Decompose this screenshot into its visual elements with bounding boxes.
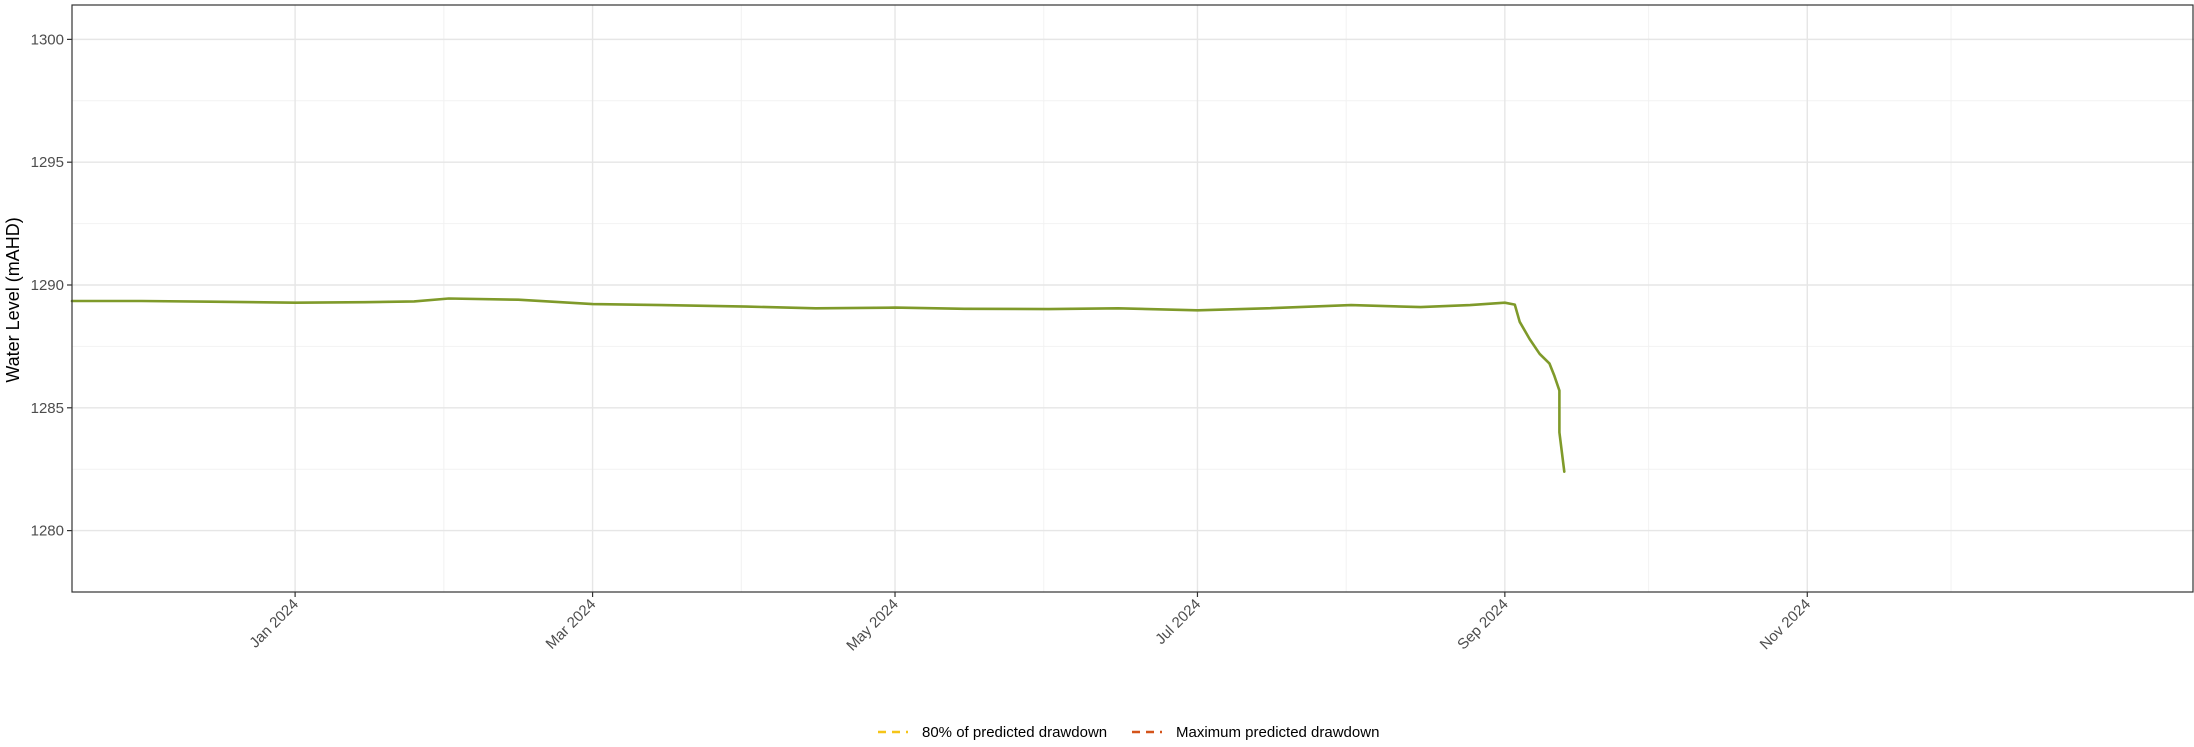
x-tick-label: Jul 2024 [1152, 596, 1204, 648]
y-tick-label: 1300 [31, 31, 64, 48]
x-tick-label: Sep 2024 [1454, 596, 1511, 653]
x-tick-label: Mar 2024 [543, 596, 600, 653]
y-tick-label: 1285 [31, 400, 64, 417]
plot-panel-border [71, 4, 2194, 593]
legend-label: Maximum predicted drawdown [1176, 724, 1379, 741]
y-axis-title: Water Level (mAHD) [3, 217, 23, 382]
legend-item: 80% of predicted drawdown [878, 724, 1107, 741]
minor-gridlines [72, 5, 2194, 592]
y-tick-label: 1290 [31, 277, 64, 294]
x-tick-label: May 2024 [843, 596, 902, 655]
legend: 80% of predicted drawdown Maximum predict… [878, 724, 1379, 741]
x-tick-label: Jan 2024 [246, 596, 302, 652]
x-axis-ticks: Jan 2024 Mar 2024 May 2024 Jul 2024 Sep 2024… [246, 592, 1814, 654]
y-tick-label: 1280 [31, 523, 64, 540]
y-axis-ticks: 1280 1285 1290 1295 1300 [31, 31, 72, 540]
series-layer [70, 297, 1566, 473]
legend-item: Maximum predicted drawdown [1132, 724, 1379, 741]
y-tick-label: 1295 [31, 154, 64, 171]
water-level-series-line [70, 297, 1566, 473]
legend-label: 80% of predicted drawdown [922, 724, 1107, 741]
major-gridlines [72, 5, 2194, 592]
x-tick-label: Nov 2024 [1757, 596, 1814, 653]
